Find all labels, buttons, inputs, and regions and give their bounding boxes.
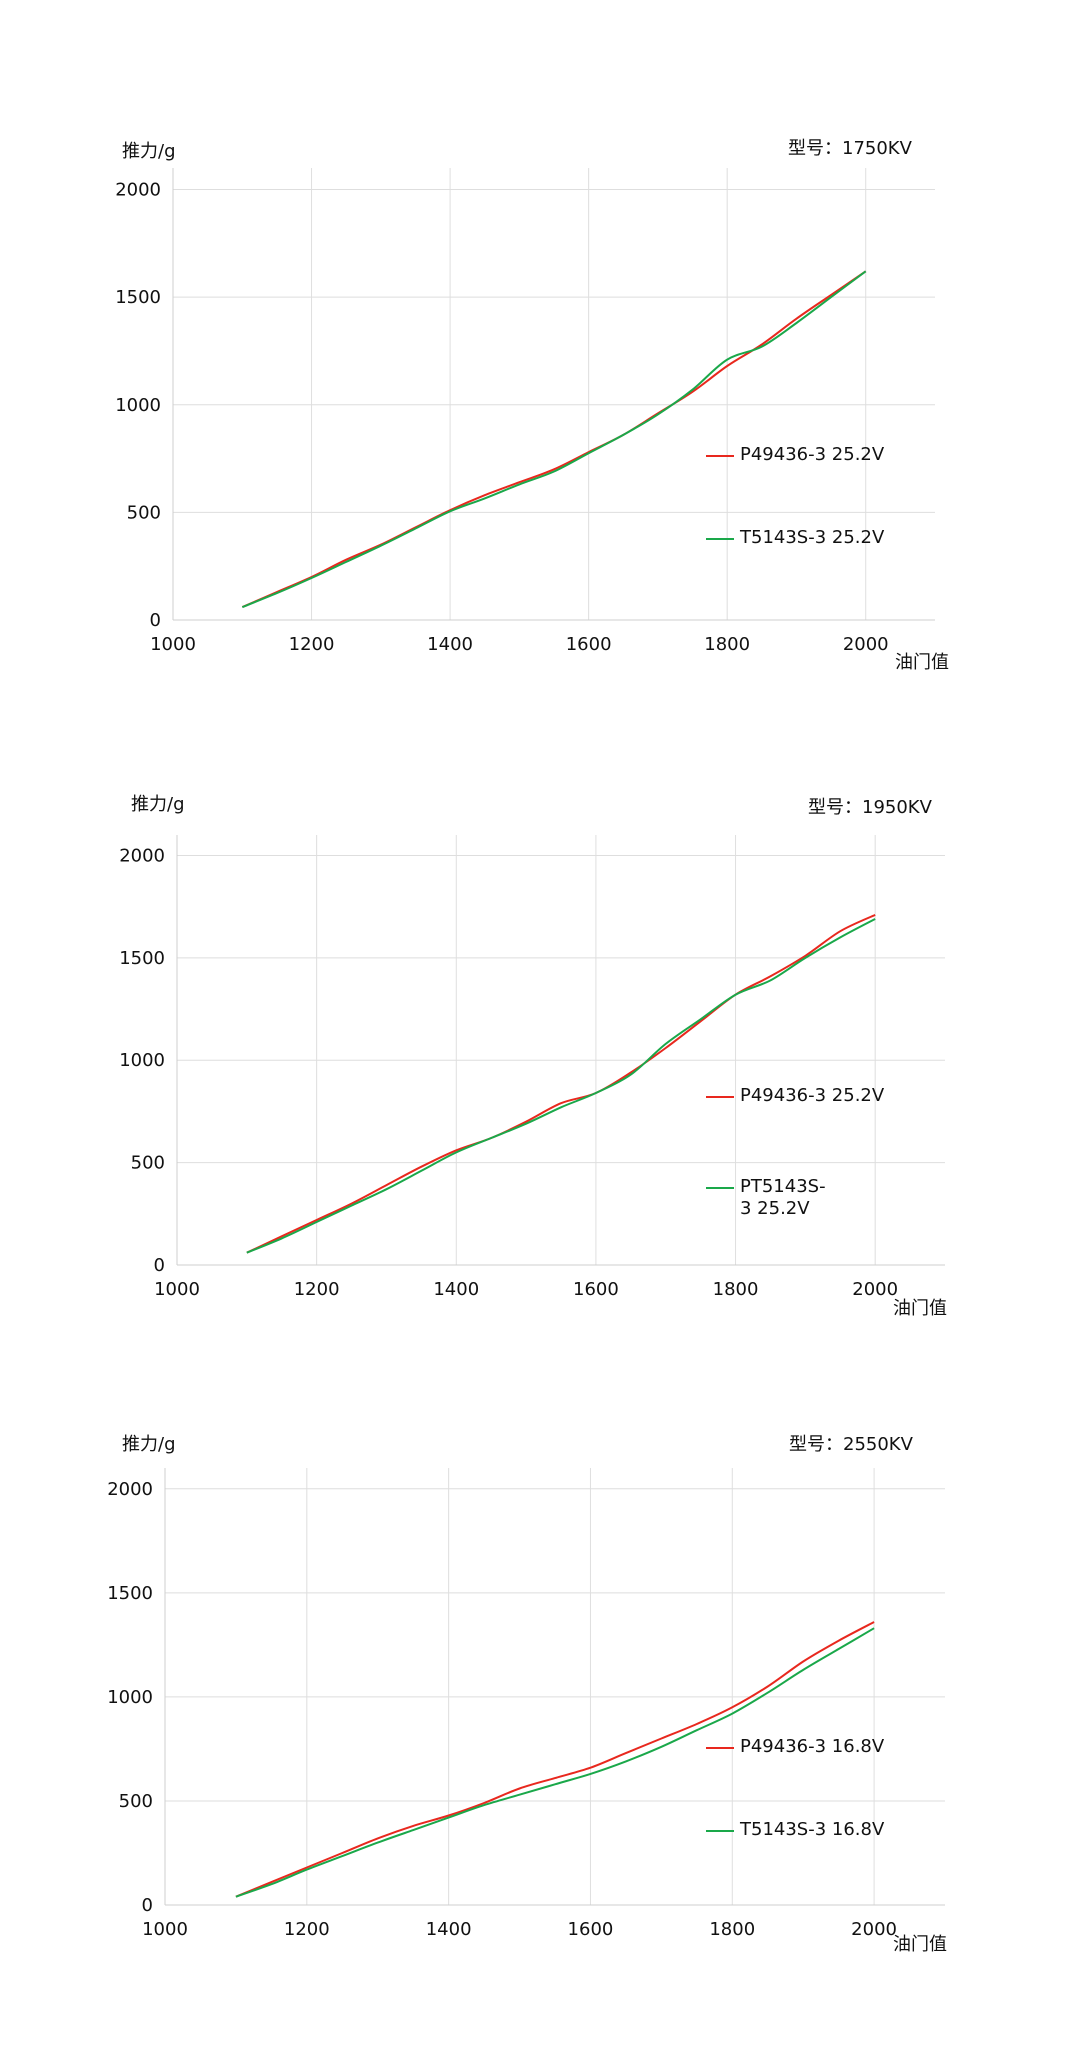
x-tick-label: 1800 xyxy=(709,1919,755,1940)
plot-area: 0 500 1000 1500 2000 1000 1200 1400 1600 1800 2000 xyxy=(119,835,945,1300)
legend-label: P49436-3 16.8V xyxy=(740,1736,885,1757)
y-tick-label: 500 xyxy=(127,502,161,523)
y-tick-label: 1500 xyxy=(119,948,165,969)
legend-label: PT5143S-3 25.2V xyxy=(740,1176,826,1219)
legend-swatch xyxy=(706,455,734,457)
x-tick-label: 1600 xyxy=(566,634,612,655)
x-tick-label: 1800 xyxy=(713,1279,759,1300)
y-tick-label: 2000 xyxy=(115,180,161,201)
x-tick-label: 2000 xyxy=(852,1279,898,1300)
series-line xyxy=(246,913,876,1254)
series-line xyxy=(235,1627,875,1898)
y-tick-label: 1000 xyxy=(107,1687,153,1708)
series-line xyxy=(246,918,876,1254)
x-tick-label: 1000 xyxy=(150,634,196,655)
legend-item: T5143S-3 16.8V xyxy=(706,1819,884,1841)
y-tick-label: 0 xyxy=(154,1255,165,1276)
x-tick-label: 1800 xyxy=(704,634,750,655)
x-tick-label: 1000 xyxy=(142,1919,188,1940)
plot-area: 0 500 1000 1500 2000 1000 1200 1400 1600 1800 2000 xyxy=(107,1468,945,1940)
y-tick-label: 500 xyxy=(131,1153,165,1174)
y-tick-label: 2000 xyxy=(107,1479,153,1500)
y-tick-label: 500 xyxy=(119,1791,153,1812)
chart-2550kv: 推力/g 型号：2550KV 0 500 1000 1500 2000 1000 1200 1… xyxy=(107,1434,947,1955)
legend-label: T5143S-3 25.2V xyxy=(740,527,885,548)
legend-item: P49436-3 25.2V xyxy=(706,444,884,466)
x-tick-label: 1200 xyxy=(289,634,335,655)
legend-item: P49436-3 16.8V xyxy=(706,1736,884,1758)
legend-label: T5143S-3 16.8V xyxy=(740,1819,885,1840)
x-tick-label: 1200 xyxy=(284,1919,330,1940)
x-tick-label: 1600 xyxy=(573,1279,619,1300)
legend-label: P49436-3 25.2V xyxy=(740,1085,885,1106)
y-tick-label: 1000 xyxy=(119,1050,165,1071)
y-tick-label: 2000 xyxy=(119,845,165,866)
x-tick-label: 1400 xyxy=(426,1919,472,1940)
x-tick-label: 1600 xyxy=(568,1919,614,1940)
legend-item: P49436-3 25.2V xyxy=(706,1085,884,1107)
legend-swatch xyxy=(706,1187,734,1189)
model-label: 型号：1750KV xyxy=(788,138,912,159)
plot-area: 0 500 1000 1500 2000 1000 1200 1400 1600 1800 2000 xyxy=(115,168,935,655)
series-line xyxy=(241,270,867,609)
legend-label: P49436-3 25.2V xyxy=(740,444,885,465)
y-axis-label: 推力/g xyxy=(131,794,185,815)
model-label: 型号：2550KV xyxy=(789,1434,913,1455)
x-axis-label: 油门值 xyxy=(895,652,949,673)
legend-swatch xyxy=(706,1747,734,1749)
y-tick-label: 0 xyxy=(142,1895,153,1916)
x-tick-label: 1200 xyxy=(294,1279,340,1300)
legend-item: PT5143S-3 25.2V xyxy=(706,1176,826,1220)
legend-item: T5143S-3 25.2V xyxy=(706,527,884,549)
x-tick-label: 1000 xyxy=(154,1279,200,1300)
x-tick-label: 1400 xyxy=(427,634,473,655)
series-line xyxy=(235,1621,875,1898)
model-label: 型号：1950KV xyxy=(808,797,932,818)
x-tick-label: 1400 xyxy=(433,1279,479,1300)
y-tick-label: 1000 xyxy=(115,395,161,416)
y-tick-label: 0 xyxy=(150,610,161,631)
chart-1950kv: 推力/g 型号：1950KV 0 500 1000 1500 2000 1000 1200 1… xyxy=(119,794,947,1319)
y-axis-label: 推力/g xyxy=(122,1434,176,1455)
legend-swatch xyxy=(706,1830,734,1832)
y-axis-label: 推力/g xyxy=(122,141,176,162)
legend-swatch xyxy=(706,538,734,540)
x-axis-label: 油门值 xyxy=(893,1298,947,1319)
y-tick-label: 1500 xyxy=(107,1583,153,1604)
series-line xyxy=(241,270,867,609)
y-tick-label: 1500 xyxy=(115,287,161,308)
x-axis-label: 油门值 xyxy=(893,1934,947,1955)
legend-swatch xyxy=(706,1096,734,1098)
chart-1750kv: 推力/g 型号：1750KV 0 500 1000 1500 2000 1000 1200 1… xyxy=(0,0,1076,690)
x-tick-label: 2000 xyxy=(851,1919,897,1940)
x-tick-label: 2000 xyxy=(843,634,889,655)
